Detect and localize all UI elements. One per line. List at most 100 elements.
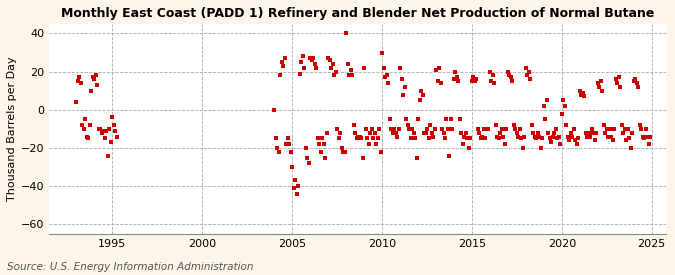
Point xyxy=(501,127,512,131)
Point xyxy=(604,127,615,131)
Point xyxy=(512,131,522,135)
Point xyxy=(398,92,408,97)
Point xyxy=(558,98,569,103)
Point xyxy=(323,56,333,60)
Point xyxy=(377,50,387,55)
Point xyxy=(566,131,576,135)
Point xyxy=(631,81,642,85)
Point xyxy=(616,123,627,127)
Point xyxy=(486,79,497,83)
Point xyxy=(347,73,358,78)
Point xyxy=(101,129,112,133)
Point xyxy=(296,60,306,64)
Point xyxy=(522,73,533,78)
Point xyxy=(641,127,651,131)
Point xyxy=(519,134,530,139)
Point xyxy=(276,60,287,64)
Point xyxy=(308,56,319,60)
Point xyxy=(396,77,407,81)
Point xyxy=(524,69,535,74)
Point xyxy=(551,127,562,131)
Point xyxy=(279,56,290,60)
Point xyxy=(88,75,99,79)
Point xyxy=(438,131,449,135)
Point xyxy=(354,134,365,139)
Point xyxy=(547,134,558,139)
Point xyxy=(416,89,427,93)
Point xyxy=(92,83,103,87)
Point xyxy=(281,142,292,146)
Point xyxy=(275,73,286,78)
Point xyxy=(518,146,529,150)
Point xyxy=(444,153,455,158)
Point xyxy=(293,184,304,188)
Point xyxy=(595,79,606,83)
Point xyxy=(498,134,509,139)
Point xyxy=(573,136,584,141)
Point xyxy=(410,136,421,141)
Point xyxy=(471,77,482,81)
Point xyxy=(601,127,612,131)
Point xyxy=(636,127,647,131)
Point xyxy=(383,81,394,85)
Point xyxy=(384,117,395,122)
Point xyxy=(620,127,630,131)
Point xyxy=(313,136,323,141)
Point xyxy=(335,131,346,135)
Point xyxy=(610,77,621,81)
Point xyxy=(357,155,368,160)
Point xyxy=(286,150,296,154)
Point xyxy=(82,134,92,139)
Point xyxy=(345,68,356,72)
Point xyxy=(577,90,588,95)
Point xyxy=(525,77,536,81)
Point xyxy=(552,136,563,141)
Point xyxy=(418,131,429,135)
Point xyxy=(621,138,632,142)
Point xyxy=(338,150,348,154)
Point xyxy=(405,136,416,141)
Y-axis label: Thousand Barrels per Day: Thousand Barrels per Day xyxy=(7,57,17,201)
Point xyxy=(353,134,364,139)
Point xyxy=(587,127,597,131)
Point xyxy=(606,134,617,139)
Point xyxy=(508,123,519,127)
Point xyxy=(591,131,601,135)
Point xyxy=(278,64,289,68)
Point xyxy=(567,134,578,139)
Point xyxy=(302,155,313,160)
Point xyxy=(429,127,440,131)
Point xyxy=(427,134,438,139)
Point xyxy=(614,75,624,79)
Point xyxy=(543,131,554,135)
Point xyxy=(78,127,89,131)
Point xyxy=(513,134,524,139)
Point xyxy=(95,127,106,131)
Point xyxy=(516,136,526,141)
Point xyxy=(272,146,283,150)
Point xyxy=(460,131,471,135)
Point xyxy=(477,134,488,139)
Point xyxy=(549,131,560,135)
Point xyxy=(468,75,479,79)
Point xyxy=(609,127,620,131)
Point xyxy=(466,79,477,83)
Point xyxy=(562,134,573,139)
Point xyxy=(589,138,600,142)
Point xyxy=(367,127,377,131)
Point xyxy=(321,131,332,135)
Point xyxy=(94,127,105,131)
Point xyxy=(309,62,320,66)
Point xyxy=(554,134,564,139)
Point xyxy=(481,127,492,131)
Point xyxy=(389,127,400,131)
Point xyxy=(406,127,417,131)
Point xyxy=(368,136,379,141)
Point xyxy=(395,66,406,70)
Point xyxy=(74,75,85,79)
Point xyxy=(618,131,628,135)
Point xyxy=(489,81,500,85)
Point xyxy=(588,131,599,135)
Point xyxy=(360,127,371,131)
Point xyxy=(374,127,385,131)
